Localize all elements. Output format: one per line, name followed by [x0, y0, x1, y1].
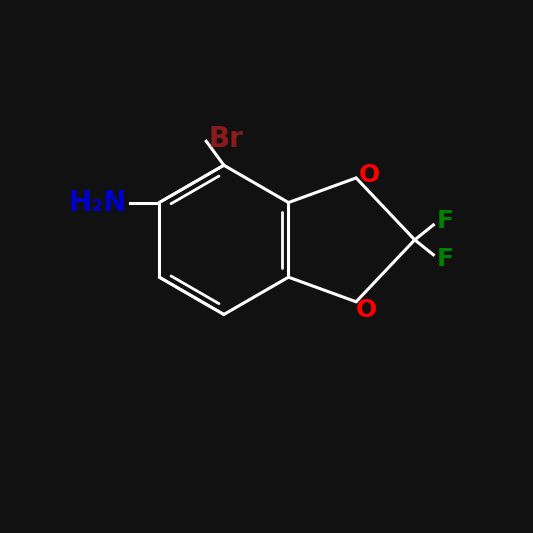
- Text: F: F: [437, 209, 454, 233]
- Text: O: O: [356, 298, 377, 322]
- Text: F: F: [437, 246, 454, 271]
- Text: O: O: [359, 163, 380, 187]
- Text: H₂N: H₂N: [69, 189, 127, 216]
- Text: Br: Br: [209, 125, 244, 152]
